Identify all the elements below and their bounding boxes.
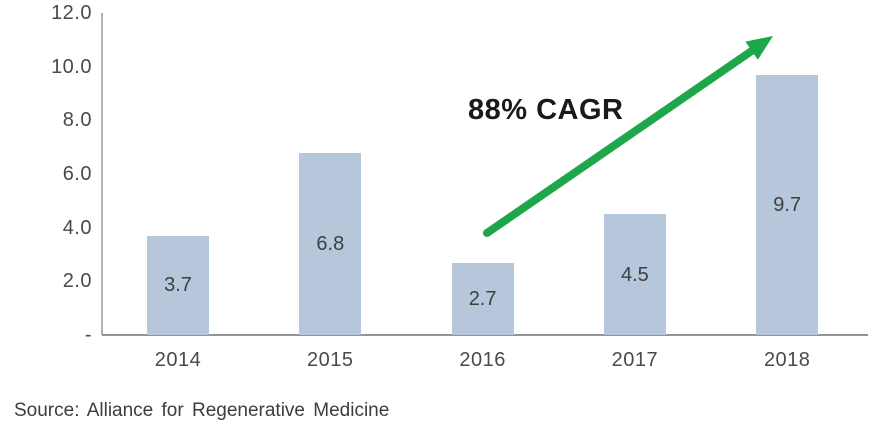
bar-2014: 3.7 — [147, 235, 209, 335]
y-tick-label: 4.0 — [62, 216, 92, 239]
y-tick-label: - — [84, 324, 92, 346]
bar-value-label: 6.8 — [316, 232, 345, 255]
y-tick-label: 2.0 — [62, 270, 92, 293]
x-tick-label-2015: 2015 — [307, 349, 354, 371]
x-tick-label-2018: 2018 — [763, 349, 811, 371]
x-tick-label-2014: 2014 — [154, 349, 202, 371]
bar-2016: 2.7 — [451, 262, 514, 335]
y-axis-line — [101, 13, 103, 335]
y-tick-label: 10.0 — [51, 55, 92, 78]
x-tick-label-2016: 2016 — [459, 349, 506, 371]
bar-value-label: 2.7 — [468, 287, 497, 310]
bar-2017: 4.5 — [603, 214, 666, 335]
bar-value-label: 3.7 — [164, 274, 192, 297]
bar-2015: 6.8 — [299, 152, 362, 335]
y-tick-label: 6.0 — [62, 163, 92, 185]
x-axis-line — [102, 334, 868, 336]
x-tick-label-2017: 2017 — [611, 349, 659, 371]
bar-2018: 9.7 — [756, 74, 819, 335]
y-tick-label: 12.0 — [51, 2, 92, 24]
y-tick-label: 8.0 — [62, 109, 92, 132]
cagr-annotation: 88% CAGR — [468, 94, 624, 126]
source-caption: Source: Alliance for Regenerative Medici… — [14, 400, 390, 421]
bar-value-label: 4.5 — [620, 263, 649, 286]
bar-value-label: 9.7 — [773, 193, 802, 216]
